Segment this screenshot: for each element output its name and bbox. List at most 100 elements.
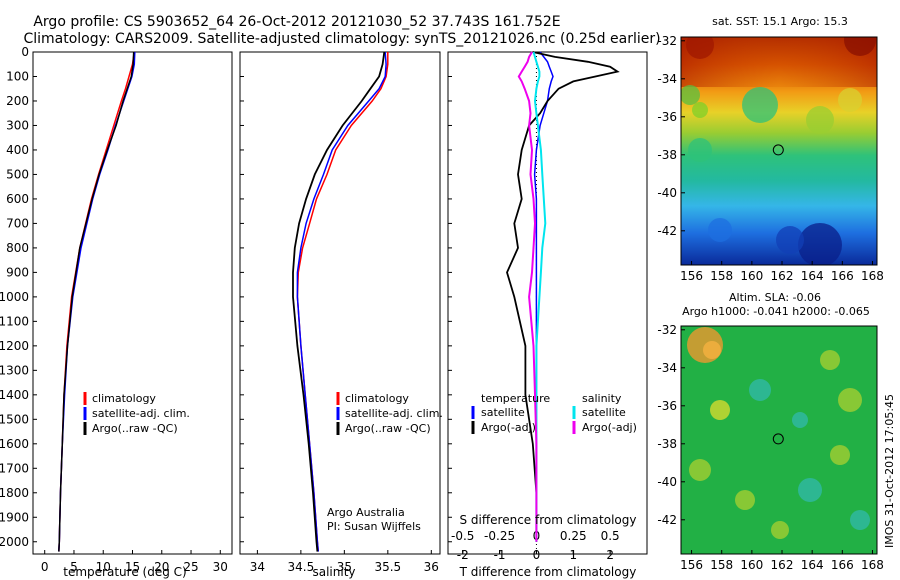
salinity-legend: climatology satellite-adj. clim. Argo(..… xyxy=(336,392,443,435)
lon-tick-label: 160 xyxy=(740,558,763,572)
x-tick-label: 0.5 xyxy=(601,529,620,543)
lon-tick-label: 158 xyxy=(710,558,733,572)
salinity-x-axis: 34 34.5 35 35.5 36 xyxy=(250,550,439,574)
sla-patch xyxy=(735,490,755,510)
lat-tick-label: -42 xyxy=(657,513,677,527)
depth-tick-label: 900 xyxy=(6,265,29,279)
legend-label-climatology: climatology xyxy=(92,392,156,405)
sst-patch xyxy=(686,37,714,59)
lon-tick-label: 166 xyxy=(831,558,854,572)
temperature-panel: 0100200300400500600700800900100011001200… xyxy=(0,45,233,579)
difference-plot-frame xyxy=(447,51,648,555)
x-tick-label: 0 xyxy=(41,560,49,574)
depth-tick-label: 400 xyxy=(6,143,29,157)
annotation-pi-name: PI: Susan Wijffels xyxy=(327,520,421,533)
sst-patch xyxy=(798,223,842,265)
legend-label-t-argo: Argo(-adj) xyxy=(481,421,536,434)
legend-header-salinity: salinity xyxy=(582,392,622,405)
lat-tick-label: -42 xyxy=(657,224,677,238)
depth-tick-label: 0 xyxy=(21,45,29,59)
depth-tick-label: 200 xyxy=(6,94,29,108)
lat-tick-label: -40 xyxy=(657,475,677,489)
t-difference-label: T difference from climatology xyxy=(459,565,637,579)
depth-tick-label: 500 xyxy=(6,167,29,181)
legend-label-s-argo: Argo(-adj) xyxy=(582,421,637,434)
sst-patch xyxy=(681,85,700,105)
sla-patch xyxy=(749,379,771,401)
x-tick-label: 20 xyxy=(154,560,169,574)
figure-title-line2: Climatology: CARS2009. Satellite-adjuste… xyxy=(23,31,660,47)
lat-tick-label: -36 xyxy=(657,399,677,413)
sla-patch xyxy=(703,341,721,359)
argo-line xyxy=(292,51,386,552)
depth-tick-label: 1200 xyxy=(0,339,29,353)
sla-field xyxy=(681,326,877,554)
figure-title-line1: Argo profile: CS 5903652_64 26-Oct-2012 … xyxy=(33,14,560,30)
lon-tick-label: 168 xyxy=(861,558,884,572)
sla-patch xyxy=(689,459,711,481)
sst-patch xyxy=(742,87,778,123)
x-tick-label: -0.25 xyxy=(484,529,515,543)
temperature-argo-line xyxy=(506,51,620,542)
sla-patch xyxy=(820,350,840,370)
sla-patch xyxy=(850,510,870,530)
x-tick-label: 15 xyxy=(125,560,140,574)
sst-patch xyxy=(806,106,834,134)
legend-label-argo: Argo(..raw -QC) xyxy=(92,422,178,435)
lon-tick-label: 158 xyxy=(710,269,733,283)
sst-map-panel: sat. SST: 15.1 Argo: 15.3 156 158 160 162 16… xyxy=(657,15,884,283)
x-tick-label: 35.5 xyxy=(374,560,401,574)
x-tick-label: 34 xyxy=(250,560,265,574)
lon-tick-label: 156 xyxy=(680,558,703,572)
lon-tick-label: 164 xyxy=(801,558,824,572)
depth-tick-label: 1900 xyxy=(0,510,29,524)
argo-location-marker xyxy=(772,144,784,156)
sla-map-frame xyxy=(680,325,878,555)
salinity-series xyxy=(292,51,389,552)
lat-tick-label: -32 xyxy=(657,34,677,48)
x-tick-label: 0 xyxy=(533,548,541,562)
salinity-panel: 34 34.5 35 35.5 36 salinity climatology sate… xyxy=(239,51,443,579)
sst-field xyxy=(681,37,877,265)
depth-tick-label: 2000 xyxy=(0,535,29,549)
x-tick-label: -0.5 xyxy=(451,529,474,543)
salinity-x-label: salinity xyxy=(312,565,355,579)
temperature-x-axis: 0 5 10 15 20 25 30 xyxy=(41,550,228,574)
lon-tick-label: 162 xyxy=(771,269,794,283)
x-tick-label: 1 xyxy=(569,548,577,562)
lon-tick-label: 168 xyxy=(861,269,884,283)
depth-axis: 0 100 200 300 400 500 600 700 800 900 1000 1100 1200… xyxy=(0,45,37,549)
lat-tick-label: -34 xyxy=(657,361,677,375)
temperature-plot-frame xyxy=(32,51,233,555)
lat-tick-label: -34 xyxy=(657,72,677,86)
salinity-plot-frame xyxy=(239,51,441,555)
sla-patch xyxy=(792,412,808,428)
sst-patch xyxy=(776,226,804,254)
difference-series xyxy=(506,51,620,554)
temperature-series xyxy=(58,51,136,552)
lon-tick-label: 164 xyxy=(801,269,824,283)
depth-tick-label: 1600 xyxy=(0,437,29,451)
depth-tick-label: 1300 xyxy=(0,363,29,377)
sla-map-subtitle: Argo h1000: -0.041 h2000: -0.065 xyxy=(682,305,870,318)
lat-tick-label: -32 xyxy=(657,323,677,337)
depth-tick-label: 100 xyxy=(6,69,29,83)
salinity-satellite-line xyxy=(532,51,547,542)
x-tick-label: 10 xyxy=(96,560,111,574)
depth-tick-label: 800 xyxy=(6,241,29,255)
x-tick-label: 0.25 xyxy=(560,529,587,543)
x-tick-label: 36 xyxy=(424,560,439,574)
temperature-x-label: temperature (deg C) xyxy=(63,565,186,579)
difference-depth-ticks xyxy=(448,51,452,543)
sla-map-panel: Altim. SLA: -0.06 Argo h1000: -0.041 h20… xyxy=(657,291,884,572)
sst-map-title: sat. SST: 15.1 Argo: 15.3 xyxy=(712,15,848,28)
x-tick-label: 2 xyxy=(606,548,614,562)
legend-header-temperature: temperature xyxy=(481,392,550,405)
x-tick-label: 34.5 xyxy=(288,560,315,574)
legend-label-satellite-adj: satellite-adj. clim. xyxy=(92,407,190,420)
lon-tick-label: 160 xyxy=(740,269,763,283)
sst-map-frame xyxy=(680,36,878,266)
